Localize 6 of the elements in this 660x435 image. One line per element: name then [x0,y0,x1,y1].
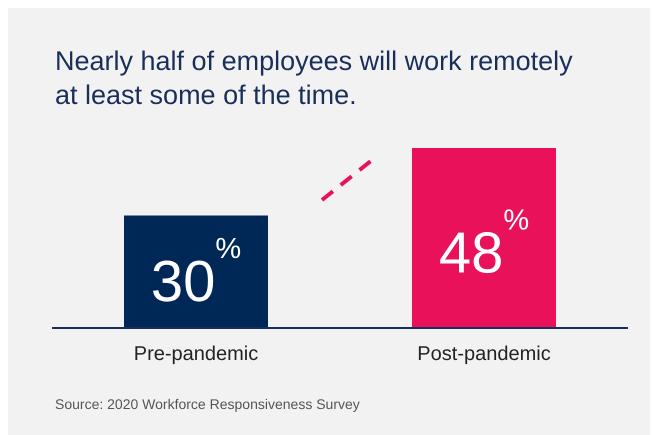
chart-title: Nearly half of employees will work remotely at least some of the time. [55,45,574,112]
source-note: Source: 2020 Workforce Responsiveness Survey [55,396,360,412]
x-tick-label: Pre-pandemic [134,343,258,366]
x-tick-label: Post-pandemic [417,343,551,366]
data-label: 30$^{%}$ [150,232,242,314]
data-label: 48$^{%}$ [438,204,530,285]
